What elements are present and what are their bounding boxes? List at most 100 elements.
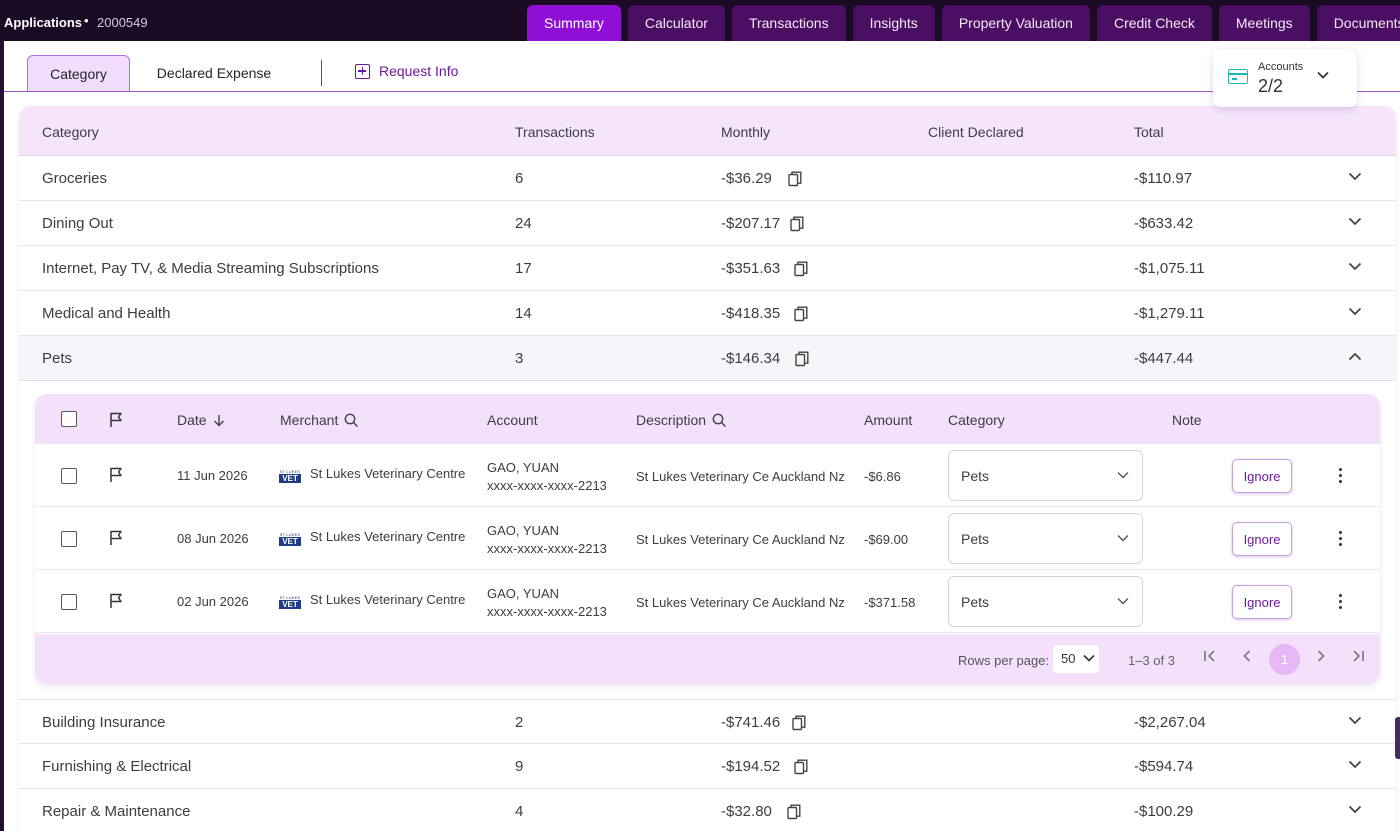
header-merchant[interactable]: Merchant (280, 412, 359, 428)
request-info-button[interactable]: Request Info (355, 63, 458, 79)
copy-icon[interactable] (788, 171, 802, 187)
row-transactions: 3 (515, 350, 524, 367)
account-name: GAO, YUAN (487, 460, 560, 475)
flag-icon[interactable] (109, 530, 123, 546)
search-icon[interactable] (712, 413, 727, 428)
tab-meetings[interactable]: Meetings (1218, 5, 1310, 41)
row-monthly: -$36.29 (721, 170, 772, 187)
merchant-logo: ST LUKES VET (279, 532, 301, 548)
transactions-header: Date Merchant Account Description Amount… (35, 394, 1380, 444)
category-select[interactable]: Pets (948, 450, 1143, 501)
table-row[interactable]: Dining Out 24 -$207.17 -$633.42 (19, 201, 1396, 246)
table-row-expanded[interactable]: Pets 3 -$146.34 -$447.44 (19, 336, 1396, 381)
copy-icon[interactable] (794, 759, 808, 775)
copy-icon[interactable] (792, 715, 806, 731)
copy-icon[interactable] (790, 216, 804, 232)
table-row[interactable]: Furnishing & Electrical 9 -$194.52 -$594… (19, 744, 1396, 789)
more-options-icon[interactable] (1337, 594, 1343, 610)
transaction-merchant: St Lukes Veterinary Centre (310, 466, 466, 481)
chevron-down-icon[interactable] (1348, 172, 1362, 181)
merchant-logo: ST LUKES VET (279, 469, 301, 485)
table-row[interactable]: Repair & Maintenance 4 -$32.80 -$100.29 (19, 789, 1396, 831)
chevron-down-icon[interactable] (1348, 307, 1362, 316)
last-page-icon[interactable] (1350, 648, 1366, 664)
previous-page-icon[interactable] (1241, 648, 1253, 664)
plus-square-icon (355, 63, 370, 79)
row-category: Medical and Health (42, 305, 171, 322)
application-id: 2000549 (97, 15, 148, 30)
row-category: Internet, Pay TV, & Media Streaming Subs… (42, 260, 379, 277)
category-select[interactable]: Pets (948, 576, 1143, 627)
accounts-selector[interactable]: Accounts 2/2 (1213, 49, 1357, 107)
tab-summary[interactable]: Summary (527, 5, 621, 41)
rows-per-page-select[interactable]: 50 (1053, 645, 1099, 673)
table-row[interactable]: Internet, Pay TV, & Media Streaming Subs… (19, 246, 1396, 291)
row-category: Pets (42, 350, 73, 367)
flag-icon[interactable] (109, 593, 123, 609)
more-options-icon[interactable] (1337, 531, 1343, 547)
transaction-row: 11 Jun 2026 ST LUKES VET St Lukes Veteri… (35, 444, 1380, 507)
chevron-down-icon[interactable] (1348, 217, 1362, 226)
subtab-declared-expense[interactable]: Declared Expense (156, 65, 272, 81)
next-page-icon[interactable] (1315, 648, 1327, 664)
merchant-logo: ST LUKES VET (279, 595, 301, 611)
row-total: -$633.42 (1134, 215, 1194, 232)
chevron-down-icon[interactable] (1348, 262, 1362, 271)
header-total: Total (1134, 124, 1164, 140)
copy-icon[interactable] (794, 306, 808, 322)
search-icon[interactable] (344, 413, 359, 428)
table-row[interactable]: Building Insurance 2 -$741.46 -$2,267.04 (19, 699, 1396, 744)
chevron-down-icon[interactable] (1348, 760, 1362, 769)
breadcrumb-separator: • (84, 13, 89, 28)
app-title[interactable]: Applications (4, 15, 83, 30)
header-date[interactable]: Date (177, 412, 225, 428)
subtab-divider (321, 60, 322, 86)
current-page-button[interactable]: 1 (1269, 644, 1300, 675)
header-merchant-label: Merchant (280, 412, 339, 428)
tab-insights[interactable]: Insights (852, 5, 935, 41)
copy-icon[interactable] (794, 261, 808, 277)
table-row[interactable]: Medical and Health 14 -$418.35 -$1,279.1… (19, 291, 1396, 336)
tab-transactions[interactable]: Transactions (731, 5, 846, 41)
row-monthly: -$351.63 (721, 260, 781, 277)
transaction-row: 08 Jun 2026 ST LUKES VET St Lukes Veteri… (35, 507, 1380, 570)
tab-documents[interactable]: Documents (1316, 5, 1400, 41)
row-category: Furnishing & Electrical (42, 758, 192, 775)
copy-icon[interactable] (787, 804, 801, 820)
side-drawer-handle[interactable] (1395, 717, 1400, 759)
chevron-up-icon[interactable] (1348, 352, 1362, 361)
row-monthly: -$194.52 (721, 758, 781, 775)
merchant-logo-top: ST LUKES (279, 595, 301, 600)
header-description[interactable]: Description (636, 412, 727, 428)
more-options-icon[interactable] (1337, 468, 1343, 484)
flag-icon[interactable] (109, 412, 123, 428)
category-select[interactable]: Pets (948, 513, 1143, 564)
tab-property-valuation[interactable]: Property Valuation (941, 5, 1090, 41)
row-checkbox[interactable] (61, 468, 77, 484)
row-total: -$100.29 (1134, 803, 1194, 820)
row-total: -$1,075.11 (1134, 260, 1205, 277)
tab-credit-check[interactable]: Credit Check (1096, 5, 1212, 41)
row-transactions: 24 (515, 215, 532, 232)
row-checkbox[interactable] (61, 531, 77, 547)
header-note: Note (1172, 412, 1202, 428)
tab-calculator[interactable]: Calculator (627, 5, 725, 41)
chevron-down-icon[interactable] (1348, 716, 1362, 725)
merchant-logo-top: ST LUKES (279, 469, 301, 474)
ignore-button[interactable]: Ignore (1232, 585, 1292, 619)
first-page-icon[interactable] (1202, 648, 1218, 664)
chevron-down-icon[interactable] (1348, 805, 1362, 814)
ignore-button[interactable]: Ignore (1232, 522, 1292, 556)
table-row[interactable]: Groceries 6 -$36.29 -$110.97 (19, 156, 1396, 201)
row-checkbox[interactable] (61, 594, 77, 610)
merchant-logo-main: VET (279, 537, 301, 546)
subtab-category[interactable]: Category (27, 55, 130, 91)
select-all-checkbox[interactable] (61, 411, 77, 427)
accounts-label: Accounts (1258, 61, 1304, 73)
flag-icon[interactable] (109, 467, 123, 483)
copy-icon[interactable] (795, 351, 809, 367)
transaction-amount: -$6.86 (864, 469, 901, 484)
account-name: GAO, YUAN (487, 523, 560, 538)
category-select-value: Pets (961, 594, 990, 610)
ignore-button[interactable]: Ignore (1232, 459, 1292, 493)
